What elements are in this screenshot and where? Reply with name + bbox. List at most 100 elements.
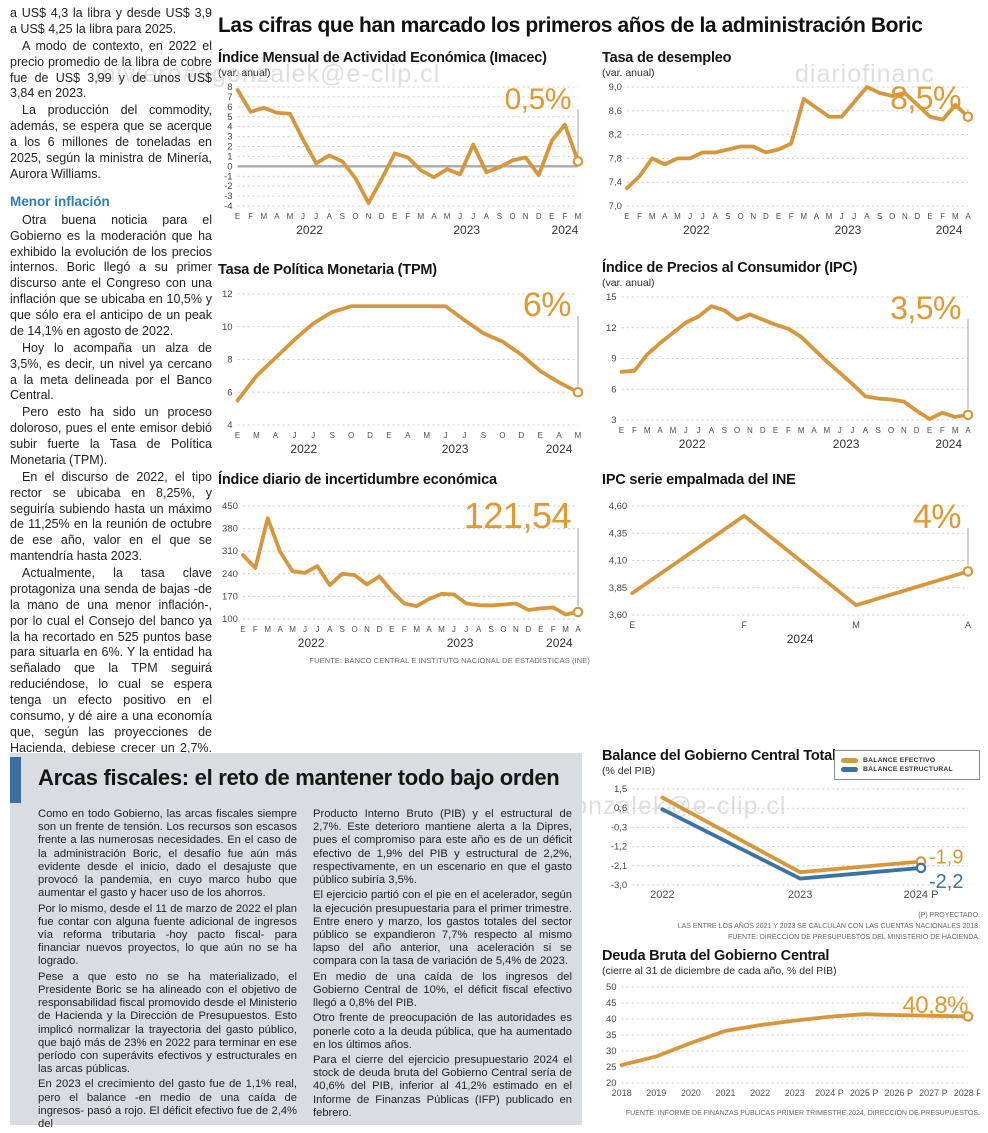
svg-text:D: D: [763, 212, 769, 221]
article-paragraph: Actualmente, la tasa clave protagoniza u…: [10, 566, 212, 772]
svg-text:-3,0: -3,0: [611, 880, 627, 891]
svg-text:2024: 2024: [546, 636, 573, 650]
svg-text:J: J: [840, 212, 844, 221]
svg-text:M: M: [253, 431, 260, 440]
svg-text:S: S: [877, 212, 882, 221]
svg-text:J: J: [701, 212, 705, 221]
svg-text:S: S: [876, 426, 881, 435]
svg-text:E: E: [235, 431, 240, 440]
legend-swatch-orange: [841, 758, 858, 763]
article-paragraph: Otra buena noticia para el Gobierno es l…: [10, 212, 212, 338]
svg-text:-2,1: -2,1: [611, 861, 627, 872]
svg-text:E: E: [392, 212, 397, 221]
svg-text:F: F: [786, 426, 791, 435]
svg-text:2028 P: 2028 P: [954, 1088, 980, 1098]
chart-title: Balance del Gobierno Central Total: [602, 748, 836, 764]
svg-text:2022: 2022: [750, 1088, 770, 1098]
svg-text:J: J: [315, 625, 319, 634]
svg-text:-3: -3: [224, 191, 232, 202]
svg-text:4,35: 4,35: [609, 528, 628, 539]
svg-text:E: E: [240, 625, 245, 634]
source-note-ine: FUENTE: BANCO CENTRAL E INSTITUTO NACION…: [309, 656, 590, 665]
svg-text:2022: 2022: [650, 889, 674, 901]
panel-column-1: Como en todo Gobierno, las arcas fiscale…: [38, 808, 297, 1133]
panel-paragraph: En medio de una caída de los ingresos de…: [313, 970, 572, 1010]
svg-text:D: D: [536, 212, 542, 221]
svg-text:M: M: [826, 212, 833, 221]
svg-text:2024: 2024: [787, 632, 814, 646]
svg-text:M: M: [444, 212, 451, 221]
svg-text:E: E: [927, 212, 932, 221]
svg-text:O: O: [737, 212, 743, 221]
svg-text:F: F: [789, 212, 794, 221]
svg-text:M: M: [644, 426, 651, 435]
chart-legend: BALANCE EFECTIVO BALANCE ESTRUCTURAL: [834, 750, 980, 780]
svg-text:O: O: [499, 431, 505, 440]
chart-incertidumbre: Índice diario de incertidumbre económica…: [218, 472, 590, 650]
svg-text:N: N: [366, 212, 372, 221]
svg-text:A: A: [713, 212, 719, 221]
balance-footnotes: (P) PROYECTADO. LAS ENTRE LOS AÑOS 2021 …: [602, 911, 980, 944]
svg-text:A: A: [811, 426, 817, 435]
svg-text:E: E: [538, 625, 543, 634]
svg-text:F: F: [940, 426, 945, 435]
svg-text:D: D: [915, 212, 921, 221]
svg-text:12: 12: [606, 323, 617, 334]
svg-text:M: M: [260, 212, 267, 221]
svg-text:J: J: [838, 426, 842, 435]
panel-paragraph: Por lo mismo, desde el 11 de marzo de 20…: [38, 902, 297, 968]
svg-text:2023: 2023: [447, 636, 474, 650]
headline-accent-bar: [10, 757, 21, 803]
svg-text:M: M: [264, 625, 271, 634]
svg-text:J: J: [314, 212, 318, 221]
deuda-plot: 50 45 40 35 30 25 20 2018 2019 2020 2021 2022 2023 20…: [602, 979, 982, 1107]
svg-text:J: J: [444, 431, 448, 440]
svg-text:2022: 2022: [679, 437, 706, 451]
svg-text:3: 3: [611, 415, 616, 426]
svg-text:F: F: [402, 625, 407, 634]
chart-title: IPC serie empalmada del INE: [602, 472, 796, 488]
desempleo-plot: 9,0 8,6 8,2 7,8 7,4 7,0 E F M A M J J A S O N D E F M A M J J A S O…: [602, 79, 980, 237]
chart-subtitle: (cierre al 31 de diciembre de cada año, …: [602, 965, 837, 977]
svg-text:-0,3: -0,3: [611, 822, 627, 833]
svg-text:D: D: [367, 431, 373, 440]
svg-text:2020: 2020: [681, 1088, 701, 1098]
svg-text:8,6: 8,6: [609, 106, 622, 117]
panel-paragraph: El ejercicio partió con el pie en el ace…: [313, 889, 572, 968]
svg-text:D: D: [760, 426, 766, 435]
svg-text:A: A: [965, 212, 971, 221]
svg-text:A: A: [863, 426, 869, 435]
svg-text:7,0: 7,0: [609, 201, 622, 212]
svg-text:A: A: [484, 212, 490, 221]
svg-text:M: M: [952, 212, 959, 221]
svg-text:E: E: [624, 212, 629, 221]
svg-text:5: 5: [227, 112, 232, 123]
svg-text:S: S: [340, 625, 345, 634]
svg-text:A: A: [426, 625, 432, 634]
article-paragraph: a US$ 4,3 la libra y desde US$ 3,9 a US$…: [10, 6, 212, 36]
svg-text:4: 4: [227, 420, 232, 431]
svg-text:A: A: [864, 212, 870, 221]
svg-text:N: N: [750, 212, 756, 221]
svg-text:A: A: [273, 431, 279, 440]
panel-headline: Arcas fiscales: el reto de mantener todo…: [38, 765, 560, 790]
svg-text:J: J: [852, 212, 856, 221]
svg-text:-1: -1: [224, 171, 232, 182]
legend-item-efectivo: BALANCE EFECTIVO: [841, 757, 973, 764]
svg-text:D: D: [525, 625, 531, 634]
svg-text:E: E: [386, 431, 391, 440]
footnote: LAS ENTRE LOS AÑOS 2021 Y 2023 SE CALCUL…: [677, 922, 980, 930]
svg-text:M: M: [670, 426, 677, 435]
chart-imacec: Índice Mensual de Actividad Económica (I…: [218, 50, 590, 237]
svg-text:E: E: [773, 426, 778, 435]
footnote: FUENTE: DIRECCIÓN DE PRESUPUESTOS DEL MI…: [727, 933, 980, 941]
svg-text:J: J: [471, 212, 475, 221]
svg-text:N: N: [364, 625, 370, 634]
svg-text:8,2: 8,2: [609, 130, 622, 141]
svg-text:E: E: [629, 620, 635, 630]
page-title: Las cifras que han marcado los primeros …: [218, 14, 923, 37]
svg-text:3: 3: [227, 132, 232, 143]
ipc-empalmada-plot: 4,60 4,35 4,10 3,85 3,60 E F M A 2024 4%: [602, 498, 980, 646]
svg-text:M: M: [287, 212, 294, 221]
svg-text:A: A: [814, 212, 820, 221]
